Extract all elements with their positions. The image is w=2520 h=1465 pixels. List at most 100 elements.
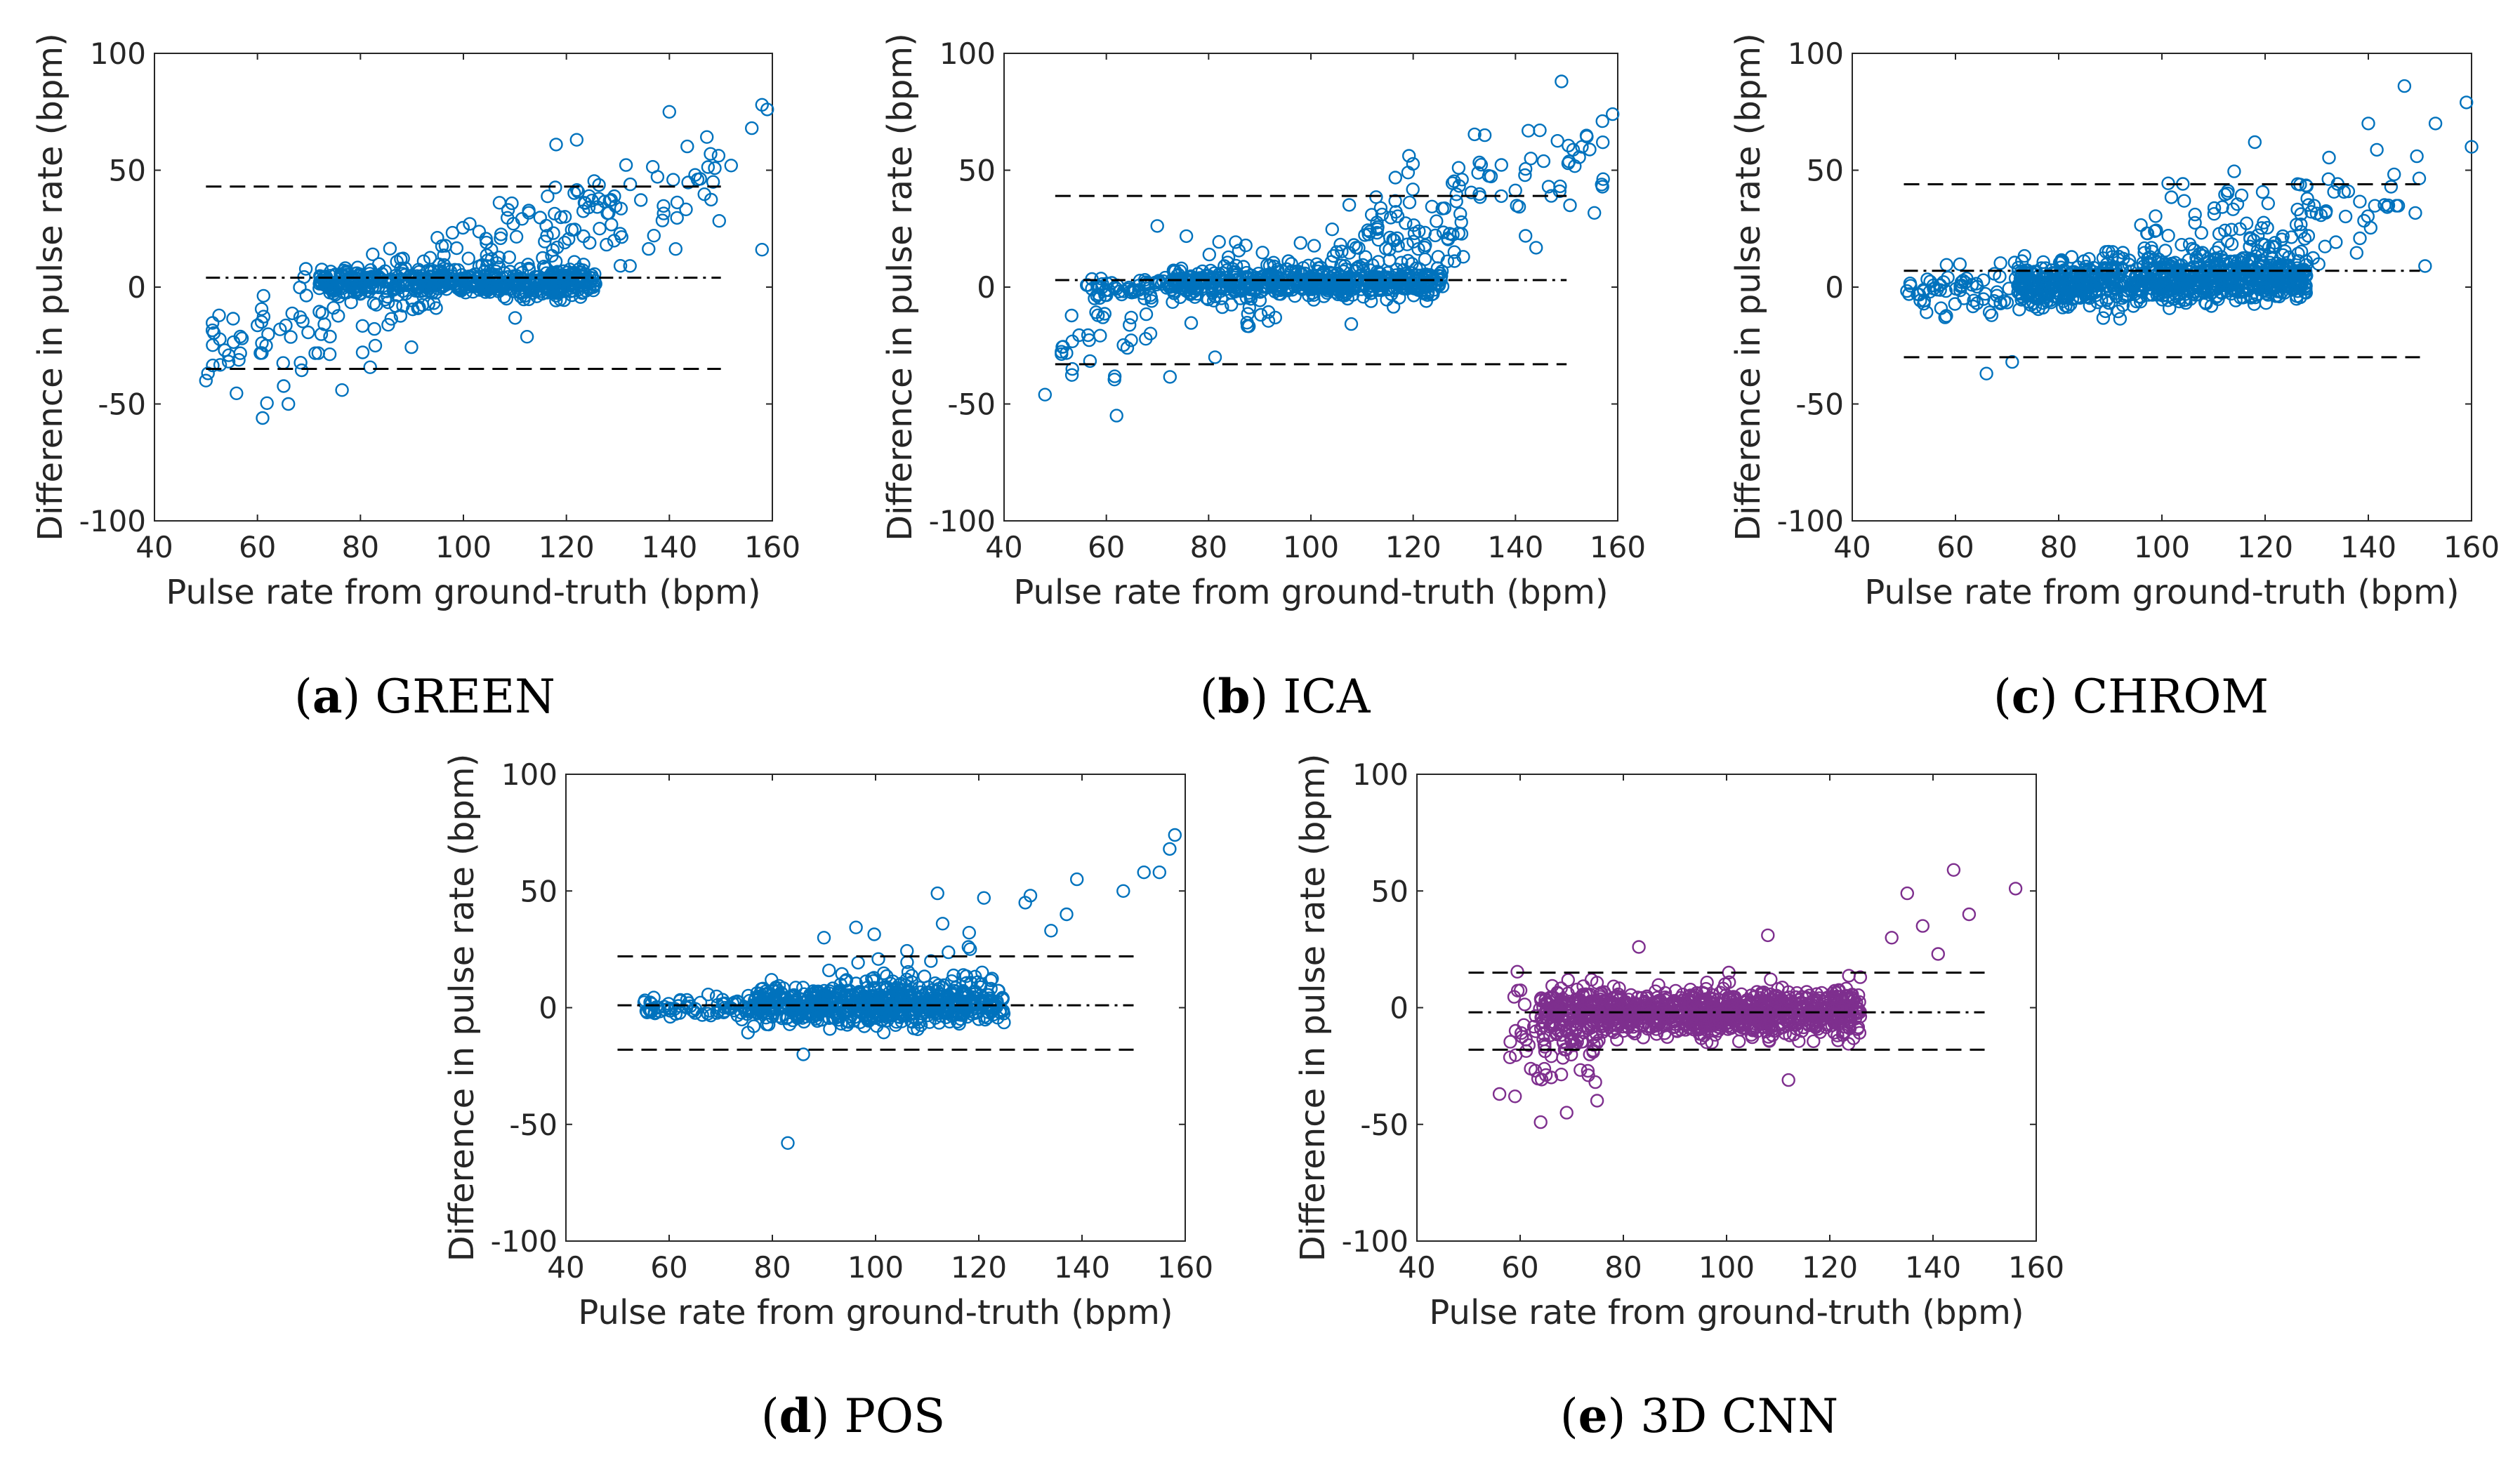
data-point (569, 183, 584, 197)
data-point (1364, 208, 1379, 222)
data-point (1224, 298, 1239, 312)
data-point (1405, 257, 1419, 271)
data-point (298, 262, 313, 276)
data-point (1514, 1026, 1529, 1040)
data-point (2259, 296, 2274, 310)
data-point (254, 302, 269, 316)
data-point (501, 211, 515, 225)
caption-letter: a (312, 669, 343, 724)
data-point (1240, 316, 1254, 330)
data-point (1717, 977, 1732, 991)
data-point (1840, 991, 1854, 1006)
caption-paren-open: ( (761, 1389, 779, 1443)
data-point (1716, 1014, 1730, 1029)
data-point (647, 229, 661, 243)
data-point (1835, 1009, 1849, 1023)
data-point (942, 945, 956, 960)
data-point (1941, 270, 1955, 285)
data-point (2251, 228, 2265, 242)
data-point (2234, 267, 2248, 282)
caption-letter: e (1578, 1388, 1608, 1443)
data-point (706, 175, 720, 189)
data-point (968, 969, 982, 984)
data-point (923, 1015, 937, 1029)
data-point (2108, 281, 2123, 296)
data-point (2215, 200, 2229, 214)
data-point (1325, 223, 1340, 237)
data-point (339, 267, 354, 282)
data-point (772, 989, 787, 1004)
data-point (462, 270, 476, 284)
caption-text: ICA (1268, 670, 1371, 724)
data-point (975, 965, 989, 980)
data-point (538, 234, 552, 248)
y-tick-label: 100 (1352, 757, 1409, 792)
y-axis-label: Difference in pulse rate (bpm) (442, 754, 482, 1262)
data-point (1453, 207, 1467, 221)
data-point (1065, 334, 1079, 348)
caption-text: 3D CNN (1625, 1389, 1838, 1443)
data-point (623, 259, 637, 273)
data-point (1388, 171, 1403, 185)
data-point (2144, 241, 2158, 255)
data-point (367, 321, 381, 336)
data-point (226, 312, 240, 326)
data-point (301, 325, 315, 340)
data-point (1587, 1038, 1601, 1052)
data-point (2234, 188, 2249, 202)
data-point (440, 282, 454, 296)
x-tick-label: 140 (1487, 530, 1543, 564)
data-point (1199, 291, 1214, 305)
scatter-points-b (1038, 74, 1620, 423)
data-point (282, 397, 296, 411)
data-point (1931, 947, 1946, 961)
data-point (582, 281, 596, 296)
data-point (1507, 990, 1522, 1004)
data-point (2132, 274, 2146, 289)
data-point (1570, 1035, 1584, 1049)
data-point (965, 1007, 979, 1021)
data-point (2230, 197, 2245, 211)
data-point (2012, 303, 2026, 317)
data-point (1818, 992, 1833, 1006)
data-point (1508, 1089, 1522, 1103)
x-tick-label: 80 (342, 530, 379, 564)
data-point (2161, 229, 2175, 243)
y-tick-label: 100 (501, 757, 558, 792)
data-point (2177, 267, 2191, 282)
data-point (502, 250, 516, 265)
data-point (2261, 197, 2276, 211)
data-point (1329, 275, 1344, 289)
data-point (1948, 297, 1962, 311)
data-point (1553, 179, 1567, 194)
data-point (1581, 1063, 1595, 1078)
data-point (1229, 235, 1243, 249)
data-point (2162, 301, 2177, 315)
data-point (1132, 279, 1146, 293)
data-point (1372, 283, 1387, 298)
data-point (724, 1001, 739, 1016)
data-point (2177, 194, 2191, 208)
data-point (956, 983, 970, 998)
data-point (817, 931, 831, 945)
data-point (1764, 972, 1778, 986)
data-point (2199, 296, 2213, 311)
data-point (2071, 277, 2086, 291)
y-tick-label: 0 (539, 991, 558, 1026)
data-point (1595, 135, 1610, 150)
data-point (2307, 199, 2321, 213)
data-point (1596, 172, 1610, 186)
data-point (734, 1012, 749, 1027)
data-point (1454, 227, 1469, 241)
data-point (708, 161, 722, 175)
data-point (1568, 159, 1582, 173)
data-point (329, 280, 343, 295)
caption-letter: d (779, 1388, 812, 1443)
data-point (2459, 95, 2474, 110)
data-point (421, 264, 435, 278)
data-point (1632, 940, 1646, 954)
data-point (1555, 1012, 1570, 1027)
data-point (1587, 206, 1602, 220)
data-point (2341, 184, 2356, 199)
data-point (1536, 1027, 1551, 1041)
